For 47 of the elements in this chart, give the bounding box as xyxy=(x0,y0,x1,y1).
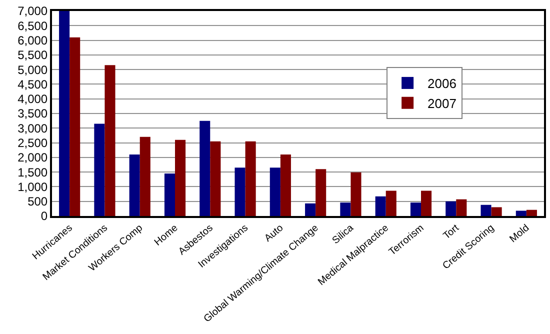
y-tick-label: 3,500 xyxy=(18,106,48,121)
bar xyxy=(480,204,492,216)
bar xyxy=(104,65,116,216)
y-tick-label: 2,000 xyxy=(18,150,48,165)
bar xyxy=(386,190,396,216)
bar xyxy=(94,124,105,216)
bar xyxy=(305,203,316,216)
bar xyxy=(200,120,210,216)
bar xyxy=(175,140,186,216)
bar xyxy=(316,169,326,216)
y-tick-label: 6,500 xyxy=(18,18,48,33)
bar xyxy=(70,37,80,216)
y-tick-label: 1,500 xyxy=(18,165,48,180)
bar xyxy=(375,196,386,216)
bar xyxy=(350,172,362,216)
y-tick-label: 3,000 xyxy=(18,121,48,136)
y-tick-label: 0 xyxy=(40,209,48,224)
bar xyxy=(234,168,246,216)
bar xyxy=(270,168,280,216)
bar xyxy=(340,202,351,216)
bar xyxy=(526,210,537,216)
bar xyxy=(245,141,256,216)
y-tick-label: 500 xyxy=(28,194,48,209)
y-tick-label: 1,000 xyxy=(18,180,48,194)
bar xyxy=(210,141,221,216)
y-tick-label: 2,500 xyxy=(18,136,48,150)
y-tick-label: 5,500 xyxy=(18,48,48,62)
y-tick-label: 4,500 xyxy=(18,77,48,92)
bar xyxy=(129,154,140,216)
bar xyxy=(59,11,70,216)
bar xyxy=(516,210,526,216)
bar xyxy=(164,174,175,216)
bar xyxy=(491,207,502,216)
bar xyxy=(421,190,432,216)
x-tick-label: Tort xyxy=(441,222,462,242)
legend-label: 2006 xyxy=(428,76,456,92)
bar xyxy=(446,201,456,216)
bar xyxy=(280,154,291,216)
bar xyxy=(140,136,150,216)
y-tick-label: 7,000 xyxy=(18,4,48,18)
y-tick-label: 6,000 xyxy=(18,33,48,48)
y-tick-label: 4,000 xyxy=(18,92,48,106)
bar xyxy=(456,199,467,216)
x-tick-label: Auto xyxy=(262,222,286,244)
y-tick-label: 5,000 xyxy=(18,62,48,77)
legend-label: 2007 xyxy=(428,96,456,111)
bar xyxy=(410,202,421,216)
